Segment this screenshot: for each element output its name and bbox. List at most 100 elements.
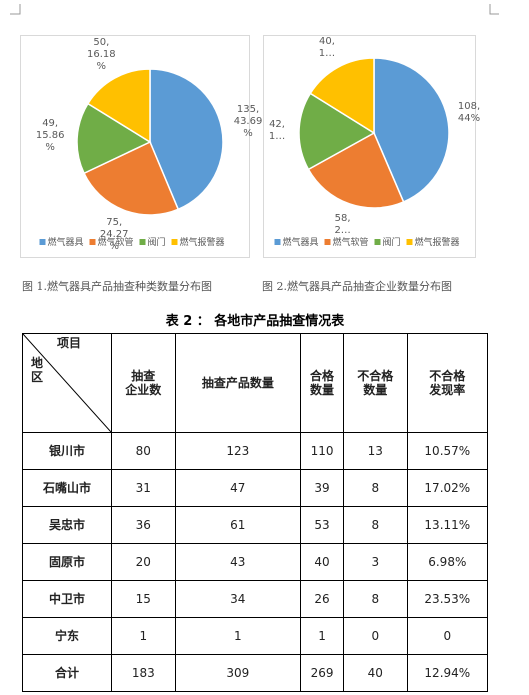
table-cell: 15 (111, 580, 176, 618)
table-row: 固原市 20 43 40 3 6.98% (22, 543, 489, 581)
caption: 图 2.燃气器具产品抽查企业数量分布图 (262, 280, 452, 293)
column-header: 抽查 企业数 (111, 333, 176, 433)
pie-slice (307, 131, 405, 209)
row-header: 石嘴山市 (22, 469, 112, 507)
table-cell: 13.11% (406, 506, 489, 544)
table-cell: 39 (300, 469, 345, 507)
table-row: 中卫市 15 34 26 8 23.53% (22, 580, 489, 618)
table-cell: 80 (111, 432, 176, 470)
table-cell: 8 (343, 580, 408, 618)
crop-marks (10, 4, 499, 15)
table-title: 表 2 ： 各地市产品抽查情况表 (165, 314, 345, 329)
legend-label: 燃气软管 (98, 236, 134, 248)
table-cell: 8 (343, 469, 408, 507)
corner-top: 项目 (56, 336, 81, 350)
column-header: 合格 数量 (300, 333, 345, 433)
table-cell: 10.57% (406, 432, 489, 470)
table-cell: 26 (300, 580, 345, 618)
data-label: 42, 1… (268, 118, 286, 142)
table-cell: 31 (111, 469, 176, 507)
pie-slice (149, 68, 224, 211)
legend-swatch (171, 239, 178, 245)
row-header: 固原市 (22, 543, 112, 581)
pie-slice (76, 102, 152, 175)
table-cell: 12.94% (406, 654, 489, 692)
pie-slice (83, 140, 180, 216)
caption: 图 1.燃气器具产品抽查种类数量分布图 (22, 280, 212, 293)
table-cell: 0 (406, 617, 489, 655)
legend-swatch (139, 239, 146, 245)
table-cell: 17.02% (406, 469, 489, 507)
table-cell: 13 (343, 432, 408, 470)
legend-swatch (89, 239, 96, 245)
chart-frame (20, 35, 250, 258)
table-row: 银川市 80 123 110 13 10.57% (22, 432, 489, 470)
corner-bottom: 地 区 (31, 356, 44, 384)
table-cell: 34 (174, 580, 302, 618)
table-cell: 40 (300, 543, 345, 581)
legend-label: 燃气报警器 (180, 236, 225, 248)
column-header: 抽查产品数量 (174, 333, 302, 433)
pie-slice (373, 57, 450, 203)
pie-slice (86, 68, 151, 144)
table-cell: 0 (343, 617, 408, 655)
table-cell: 1 (111, 617, 176, 655)
table-cell: 6.98% (406, 543, 489, 581)
table-cell: 36 (111, 506, 176, 544)
legend-swatch (274, 239, 281, 245)
legend-label: 阀门 (148, 236, 166, 248)
table-cell: 269 (300, 654, 345, 692)
chart-frame (263, 35, 476, 258)
legend-swatch (374, 239, 381, 245)
table-row: 合计 183 309 269 40 12.94% (22, 654, 489, 692)
data-label: 108, 44% (457, 101, 481, 125)
legend-label: 燃气报警器 (415, 236, 460, 248)
legend-label: 燃气器具 (48, 236, 84, 248)
row-header: 吴忠市 (22, 506, 112, 544)
data-label: 135, 43.69 % (233, 104, 263, 140)
data-label: 75, 24.27 % (99, 217, 129, 253)
row-header: 中卫市 (22, 580, 112, 618)
legend-swatch (324, 239, 331, 245)
table-cell: 47 (174, 469, 302, 507)
table-cell: 53 (300, 506, 345, 544)
header-row: 项目 地 区 抽查 企业数 抽查产品数量 合格 数量 不合格 数量 不合格 发现率 (22, 333, 489, 433)
table-cell: 20 (111, 543, 176, 581)
legend-label: 阀门 (383, 236, 401, 248)
table-cell: 8 (343, 506, 408, 544)
table-cell: 1 (174, 617, 302, 655)
legend-label: 燃气软管 (333, 236, 369, 248)
corner-cell: 项目 地 区 (22, 333, 112, 433)
table-cell: 123 (174, 432, 302, 470)
table-cell: 61 (174, 506, 302, 544)
table-row: 宁东 1 1 1 0 0 (22, 617, 489, 655)
table-cell: 43 (174, 543, 302, 581)
data-label: 49, 15.86 % (35, 118, 65, 154)
pie-slice (298, 92, 376, 171)
table-cell: 183 (111, 654, 176, 692)
table: 项目 地 区 抽查 企业数 抽查产品数量 合格 数量 不合格 数量 不合格 发现率 银川… (22, 333, 489, 692)
table-row: 吴忠市 36 61 53 8 13.11% (22, 506, 489, 544)
row-header: 宁东 (22, 617, 112, 655)
diagonal (23, 334, 111, 432)
column-header: 不合格 数量 (343, 333, 408, 433)
data-label: 58, 2… (334, 212, 351, 236)
legend-label: 燃气器具 (283, 236, 319, 248)
column-header: 不合格 发现率 (406, 333, 489, 433)
data-label: 50, 16.18 % (86, 36, 116, 72)
table-cell: 1 (300, 617, 345, 655)
table-cell: 110 (300, 432, 345, 470)
table-cell: 23.53% (406, 580, 489, 618)
legend-swatch (39, 239, 46, 245)
row-header: 合计 (22, 654, 112, 692)
table-row: 石嘴山市 31 47 39 8 17.02% (22, 469, 489, 507)
legend-swatch (406, 239, 413, 245)
pie-slice (309, 57, 375, 135)
table-cell: 309 (174, 654, 302, 692)
table-cell: 3 (343, 543, 408, 581)
data-label: 40, 1… (318, 36, 336, 60)
table-cell: 40 (343, 654, 408, 692)
row-header: 银川市 (22, 432, 112, 470)
